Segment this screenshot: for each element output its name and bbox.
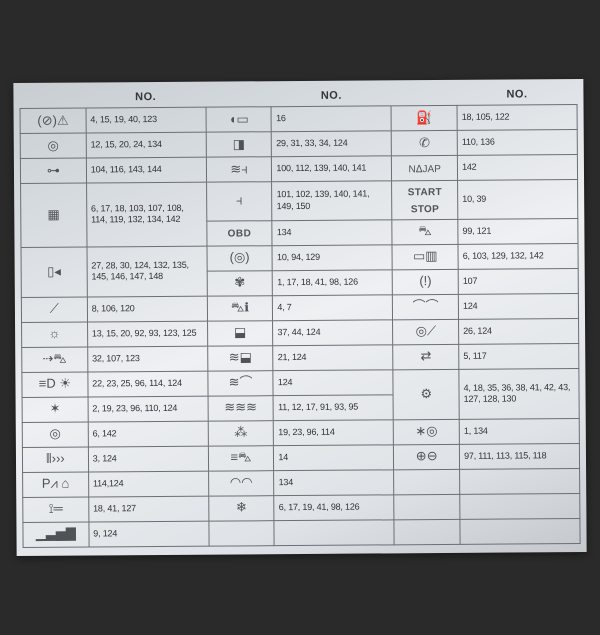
col-header-1: NO. — [86, 88, 206, 108]
fuse-numbers: 6, 142 — [88, 421, 208, 447]
fuse-numbers: 100, 112, 139, 140, 141 — [272, 156, 392, 182]
fuse-numbers: 9, 124 — [89, 521, 209, 547]
fuse-numbers: 11, 12, 17, 91, 93, 95 — [273, 395, 393, 421]
fuse-numbers: 110, 136 — [457, 130, 577, 156]
sun-gear-icon: ☼ — [22, 322, 88, 347]
traction-control-icon: ∗◎ — [394, 419, 460, 444]
fuse-numbers: 19, 23, 96, 114 — [274, 420, 394, 446]
phone-icon: ✆ — [392, 131, 458, 156]
fan-icon: ✾ — [207, 271, 273, 296]
radio-unit-icon: ▭▥ — [392, 244, 458, 269]
front-defrost-icon: ≋⌒ — [208, 371, 274, 396]
fuse-numbers: 5, 117 — [459, 343, 579, 369]
fuse-numbers: 29, 31, 33, 34, 124 — [272, 131, 392, 157]
car-wash-icon: ≡⛍ — [208, 446, 274, 471]
fuse-numbers: 134 — [272, 220, 392, 246]
fuse-numbers: 22, 23, 25, 96, 114, 124 — [88, 371, 208, 397]
table-row: ▁▃▅▇9, 124 — [23, 518, 580, 547]
obd-label-icon: OBD — [206, 221, 272, 246]
wiper-icon: ⌒⌒ — [393, 294, 459, 319]
fuse-numbers: 6, 17, 18, 103, 107, 108, 114, 119, 132,… — [86, 182, 206, 247]
thermometer-icon: ⟟═ — [23, 497, 89, 522]
table-row: ≡D ☀22, 23, 25, 96, 114, 124≋⌒124⚙4, 18,… — [22, 368, 579, 397]
fuse-numbers: 16 — [271, 106, 391, 132]
fuse-numbers: 97, 111, 113, 115, 118 — [459, 443, 579, 469]
fuse-numbers: 104, 116, 143, 144 — [86, 157, 206, 183]
rear-window-icon: ⬓ — [207, 321, 273, 346]
fuse-numbers: 27, 28, 30, 124, 132, 135, 145, 146, 147… — [87, 246, 207, 297]
car-side-icon: ⇢⛍ — [22, 347, 88, 372]
fuse-index-table: NO. NO. NO. (⊘)⚠4, 15, 19, 40, 123◖▭16⛽1… — [19, 85, 580, 548]
door-panel-icon: ▯◂ — [21, 247, 87, 297]
fuse-numbers: 18, 41, 127 — [89, 496, 209, 522]
tire-icon: ◎ — [22, 422, 88, 447]
steering-wheel-icon: ◎ — [20, 133, 86, 158]
wifi-signal-icon: ⦀››› — [22, 447, 88, 472]
fuse-numbers: 32, 107, 123 — [87, 346, 207, 372]
fuse-numbers: 6, 103, 129, 132, 142 — [458, 243, 578, 269]
fuse-numbers: 26, 124 — [459, 318, 579, 344]
fuse-numbers: 4, 18, 35, 36, 38, 41, 42, 43, 127, 128,… — [459, 368, 579, 419]
fuse-numbers: 3, 124 — [88, 446, 208, 472]
fuse-numbers: 12, 15, 20, 24, 134 — [86, 132, 206, 158]
fuse-numbers: 107 — [458, 268, 578, 294]
signal-bars-icon: ▁▃▅▇ — [23, 522, 89, 547]
heat-waves-icon: ≋≋≋ — [208, 396, 274, 421]
light-star-icon: ✶ — [22, 397, 88, 422]
fuse-numbers: 142 — [457, 155, 577, 181]
park-assist-home-icon: P⩘ ⌂ — [23, 472, 89, 497]
fuse-numbers: 4, 7 — [273, 295, 393, 321]
seat-heat-icon: ≋⫞ — [206, 157, 272, 182]
mirror-icon: ◖▭ — [206, 107, 272, 132]
steering-column-icon: ◎⟋ — [393, 319, 459, 344]
car-info-icon: ⛍ℹ — [207, 296, 273, 321]
fuse-numbers: 10, 94, 129 — [272, 245, 392, 271]
najap-nav-icon: NᐃJAP — [392, 156, 458, 181]
interior-light-icon: ⁂ — [208, 421, 274, 446]
keypad-icon: ▦ — [21, 183, 87, 247]
fuse-numbers: 14 — [274, 445, 394, 471]
fuse-numbers: 4, 15, 19, 40, 123 — [86, 107, 206, 133]
table-row: ▦6, 17, 18, 103, 107, 108, 114, 119, 132… — [21, 180, 578, 223]
rear-defrost-icon: ≋⬓ — [207, 346, 273, 371]
fuse-numbers: 8, 106, 120 — [87, 296, 207, 322]
engine-check-icon: ⚙ — [393, 369, 459, 419]
trailer-hitch-icon: ⊶ — [20, 158, 86, 183]
reference-sheet: NO. NO. NO. (⊘)⚠4, 15, 19, 40, 123◖▭16⛽1… — [13, 79, 586, 556]
fuse-numbers: 134 — [274, 470, 394, 496]
fuse-numbers: 13, 15, 20, 92, 93, 123, 125 — [87, 321, 207, 347]
col-header-3: NO. — [457, 85, 577, 105]
car-outline-icon: ⛍ — [392, 219, 458, 244]
snowflake-icon: ❄ — [208, 496, 274, 521]
fuse-numbers — [460, 493, 580, 519]
fuse-numbers: 99, 121 — [458, 218, 578, 244]
brake-disc-icon: (◎) — [207, 246, 273, 271]
col-header-2: NO. — [271, 86, 391, 106]
tpms-icon: (!) — [392, 269, 458, 294]
door-icon: ◨ — [206, 132, 272, 157]
headlight-icon: ≡D ☀ — [22, 372, 88, 397]
fuse-numbers: 1, 134 — [459, 418, 579, 444]
fuse-numbers: 6, 17, 19, 41, 98, 126 — [274, 495, 394, 521]
battery-terminals-icon: ⊕⊖ — [394, 444, 460, 469]
fuse-numbers — [460, 468, 580, 494]
abs-brake-warning-icon: (⊘)⚠ — [20, 108, 86, 133]
fuse-numbers: 1, 17, 18, 41, 98, 126 — [273, 270, 393, 296]
seat-icon: ⫞ — [206, 182, 272, 221]
fuse-numbers: 2, 19, 23, 96, 110, 124 — [88, 396, 208, 422]
fuse-numbers: 101, 102, 139, 140, 141, 149, 150 — [272, 181, 392, 221]
start-stop-icon: STARTSTOP — [392, 181, 458, 220]
fuel-pump-icon: ⛽ — [391, 106, 457, 131]
fuse-numbers: 18, 105, 122 — [457, 105, 577, 131]
fuse-numbers: 124 — [458, 293, 578, 319]
wrench-icon: ⟋ — [21, 297, 87, 322]
fuse-numbers: 37, 44, 124 — [273, 320, 393, 346]
fuse-numbers: 114,124 — [88, 471, 208, 497]
fuse-numbers: 21, 124 — [273, 345, 393, 371]
fuse-numbers: 124 — [273, 370, 393, 396]
gauge-icon: ◠◠ — [208, 471, 274, 496]
fuse-numbers: 10, 39 — [458, 180, 578, 220]
transfer-arrows-icon: ⇄ — [393, 344, 459, 369]
